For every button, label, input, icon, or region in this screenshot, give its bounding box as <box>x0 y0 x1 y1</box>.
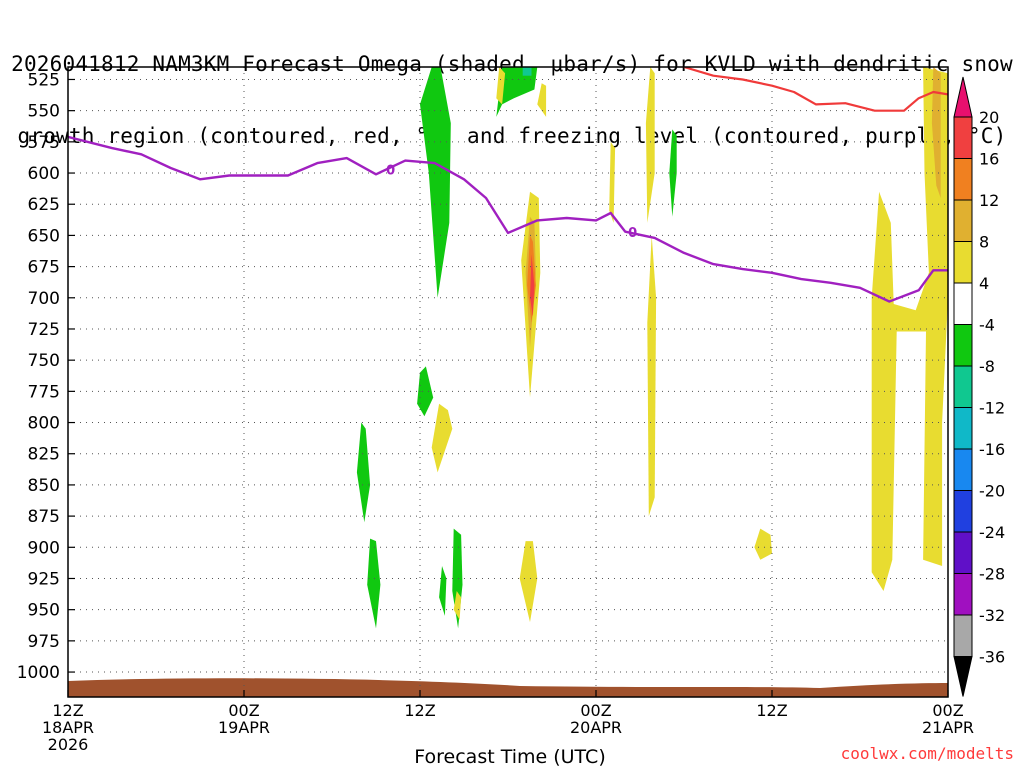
colorbar-tick-label: 12 <box>979 191 999 210</box>
colorbar-bin <box>953 241 973 284</box>
omega-area <box>420 67 451 298</box>
x-tick-label: 19APR <box>218 718 270 737</box>
colorbar-bin <box>953 614 973 657</box>
y-tick-label: 725 <box>28 320 60 340</box>
omega-area <box>871 67 948 591</box>
omega-area <box>647 235 657 517</box>
x-tick-label: 20APR <box>570 718 622 737</box>
omega-area <box>431 403 453 473</box>
omega-area <box>931 67 941 198</box>
colorbar-bin <box>953 448 973 491</box>
colorbar-tick-label: -36 <box>979 648 1005 667</box>
x-axis-label: Forecast Time (UTC) <box>414 746 606 768</box>
x-tick-label: 18APR <box>42 718 94 737</box>
colorbar-tick-label: 4 <box>979 274 989 293</box>
chart-title-line-1: 2026041812 NAM3KM Forecast Omega (shaded… <box>11 52 1013 76</box>
x-tick-label: 12Z <box>404 701 435 720</box>
y-tick-label: 675 <box>28 258 60 278</box>
x-tick-label: 00Z <box>228 701 259 720</box>
colorbar-bin <box>953 490 973 533</box>
x-tick-label: 12Z <box>756 701 787 720</box>
site-credit: coolwx.com/modelts <box>840 744 1014 763</box>
y-tick-label: 850 <box>28 476 60 496</box>
freezing-level-label: 0 <box>386 164 395 179</box>
x-tick-label: 00Z <box>932 701 963 720</box>
y-tick-label: 950 <box>28 601 60 621</box>
colorbar-bin <box>953 573 973 616</box>
colorbar-tick-label: -4 <box>979 316 995 335</box>
y-tick-labels: 525 550 575 600 625 650 675 700 725 750 775 800 825 8… <box>17 70 60 683</box>
omega-area <box>537 83 547 117</box>
x-tick-label: 12Z <box>52 701 83 720</box>
colorbar-tick-label: -16 <box>979 440 1005 459</box>
omega-area <box>417 366 434 417</box>
x-tick-label: 00Z <box>580 701 611 720</box>
omega-area <box>522 67 532 76</box>
y-tick-label: 700 <box>28 289 60 309</box>
colorbar-arrow-top <box>953 76 973 118</box>
colorbar-tick-label: -24 <box>979 523 1005 542</box>
colorbar-bin <box>953 407 973 450</box>
y-tick-label: 1000 <box>17 663 60 683</box>
y-tick-label: 750 <box>28 351 60 371</box>
plot-axes <box>67 66 949 698</box>
omega-area <box>645 67 655 223</box>
y-tick-label: 550 <box>28 102 60 122</box>
colorbar-bin <box>953 158 973 201</box>
x-tick-label: 2026 <box>48 735 89 754</box>
omega-area <box>669 129 677 217</box>
snow-growth-line <box>683 67 948 112</box>
colorbar-bin <box>953 199 973 242</box>
y-tick-label: 925 <box>28 569 60 589</box>
freezing-level-label: 0 <box>628 226 637 241</box>
colorbar-bin <box>953 365 973 408</box>
omega-shading-layer <box>356 67 948 629</box>
colorbar-tick-label: -28 <box>979 565 1005 584</box>
omega-area <box>367 538 381 629</box>
colorbar-bin <box>953 116 973 159</box>
omega-area <box>609 141 616 223</box>
y-tick-label: 875 <box>28 507 60 527</box>
colorbar-tick-label: -8 <box>979 357 995 376</box>
y-tick-label: 600 <box>28 164 60 184</box>
y-tick-label: 975 <box>28 632 60 652</box>
y-tick-label: 525 <box>28 70 60 90</box>
terrain-layer <box>68 678 948 697</box>
omega-area <box>439 566 447 616</box>
y-tick-label: 575 <box>28 133 60 153</box>
colorbar-tick-label: -32 <box>979 606 1005 625</box>
colorbar-tick-label: 8 <box>979 233 989 252</box>
contour-lines: 00 <box>68 67 948 303</box>
y-tick-label: 900 <box>28 538 60 558</box>
colorbar-tick-label: 20 <box>979 108 999 127</box>
colorbar-bin <box>953 531 973 574</box>
y-tick-label: 800 <box>28 414 60 434</box>
y-tick-label: 650 <box>28 226 60 246</box>
grid-lines <box>67 67 949 697</box>
omega-colorbar: 20 16 12 8 4 -4 -8 -12 -16 -20 -24 -28 -32 -36 <box>953 76 1005 697</box>
freezing-level-line <box>68 135 948 303</box>
x-tick-label: 21APR <box>922 718 974 737</box>
colorbar-tick-label: -12 <box>979 399 1005 418</box>
y-tick-label: 625 <box>28 195 60 215</box>
colorbar-tick-label: 16 <box>979 150 999 169</box>
plot-frame <box>67 66 949 698</box>
y-tick-label: 775 <box>28 382 60 402</box>
colorbar-bin <box>953 282 973 325</box>
colorbar-bin <box>953 324 973 367</box>
omega-area <box>519 541 538 623</box>
colorbar-tick-label: -20 <box>979 482 1005 501</box>
omega-area <box>530 254 535 317</box>
chart-title: 2026041812 NAM3KM Forecast Omega (shaded… <box>0 4 1024 172</box>
y-tick-label: 825 <box>28 445 60 465</box>
colorbar-arrow-bottom <box>953 656 973 697</box>
terrain-band <box>68 678 948 697</box>
omega-area <box>453 591 462 620</box>
omega-area <box>754 528 772 560</box>
omega-area <box>356 422 371 523</box>
omega-area <box>496 67 506 105</box>
